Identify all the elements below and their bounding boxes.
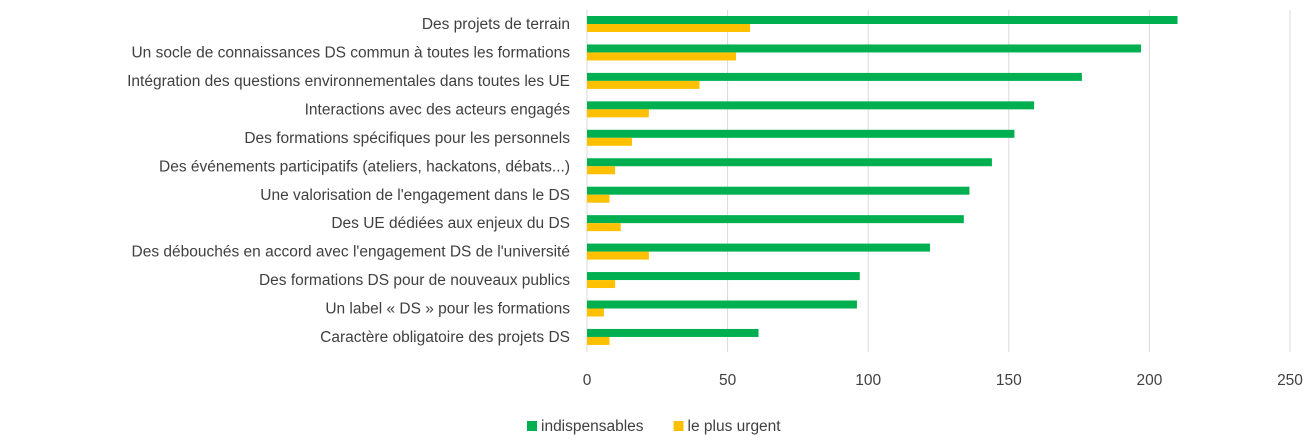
bar: [587, 328, 759, 337]
y-tick-label: Des projets de terrain: [422, 16, 570, 33]
bar: [587, 158, 992, 167]
bar: [587, 109, 649, 118]
y-tick-label: Une valorisation de l'engagement dans le…: [260, 187, 570, 204]
legend-swatch: [527, 421, 537, 431]
legend-swatch: [673, 421, 684, 431]
y-tick-label: Intégration des questions environnementa…: [127, 73, 570, 90]
y-tick-label: Des événements participatifs (ateliers, …: [159, 158, 570, 175]
bar: [587, 80, 700, 89]
y-tick-label: Caractère obligatoire des projets DS: [320, 329, 570, 346]
bar: [587, 166, 616, 175]
bar: [587, 300, 857, 309]
bar: [587, 336, 610, 345]
legend-label: indispensables: [541, 418, 644, 435]
x-tick-label: 250: [1277, 372, 1303, 389]
bar: [587, 186, 970, 195]
bar: [587, 194, 610, 203]
x-tick-label: 0: [583, 372, 592, 389]
bar: [587, 272, 860, 281]
y-tick-label: Un label « DS » pour les formations: [325, 301, 570, 318]
bar: [587, 251, 649, 260]
x-tick-label: 150: [996, 372, 1022, 389]
x-tick-label: 100: [855, 372, 881, 389]
bar: [587, 101, 1035, 110]
bar: [587, 44, 1141, 53]
bar: [587, 215, 964, 224]
bar: [587, 137, 632, 146]
bar: [587, 52, 737, 61]
bar: [587, 308, 604, 317]
bar: [587, 16, 1178, 24]
bar: [587, 24, 751, 32]
x-tick-label: 200: [1136, 372, 1162, 389]
y-tick-label: Des débouchés en accord avec l'engagemen…: [132, 244, 570, 261]
y-tick-label: Interactions avec des acteurs engagés: [305, 101, 571, 118]
y-tick-label: Un socle de connaissances DS commun à to…: [131, 45, 570, 62]
legend-label: le plus urgent: [688, 418, 782, 435]
bar: [587, 129, 1015, 138]
bar: [587, 243, 931, 252]
bar: [587, 280, 616, 289]
bar: [587, 223, 621, 232]
y-tick-label: Des formations DS pour de nouveaux publi…: [259, 272, 570, 289]
x-tick-label: 50: [719, 372, 737, 389]
y-tick-label: Des formations spécifiques pour les pers…: [244, 130, 570, 147]
bar: [587, 72, 1082, 81]
y-tick-label: Des UE dédiées aux enjeux du DS: [331, 215, 570, 232]
